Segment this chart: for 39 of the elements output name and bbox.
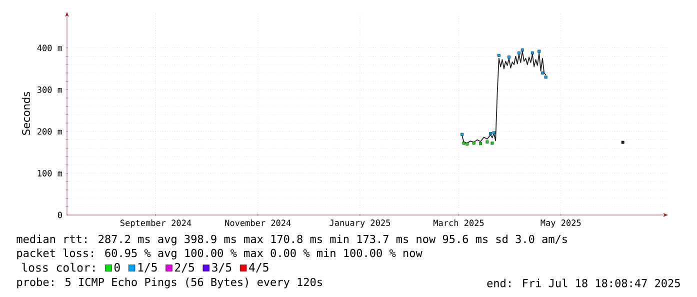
y-tick-label: 200 m: [38, 128, 62, 135]
point: [490, 142, 494, 145]
legend-label: 1/5: [138, 263, 157, 273]
legend-label: 2/5: [175, 262, 194, 273]
y-tick-label: 0: [58, 212, 62, 218]
point: [520, 48, 524, 52]
point: [621, 140, 624, 144]
point: [479, 142, 482, 146]
legend-title: loss color:: [22, 262, 95, 272]
point: [544, 76, 548, 79]
point: [462, 142, 466, 145]
point: [508, 56, 510, 59]
y-tick-label: 100 m: [38, 170, 62, 176]
legend-label: 0: [114, 262, 120, 272]
point: [486, 140, 489, 144]
text: end: Fri Jul 18 18:08:47 2025: [487, 278, 680, 288]
y-axis-title: Seconds: [22, 92, 30, 135]
point: [492, 131, 496, 134]
point: [466, 142, 469, 146]
text: median rtt: 287.2 ms avg 398.9 ms max 170.8 ms min 173.7 ms now 95.6 ms sd 3.0 am/s: [16, 234, 567, 246]
x-tick-label: November 2024: [225, 220, 291, 226]
x-tick-label: January 2025: [330, 220, 390, 228]
legend-label: 4/5: [249, 263, 268, 273]
point: [472, 142, 476, 145]
point: [530, 51, 534, 54]
x-tick-label: May 2025: [540, 220, 581, 228]
x-tick-label: September 2024: [120, 220, 192, 228]
point: [538, 50, 541, 53]
text: packet loss: 60.95 % avg 100.00 % max 0.00 % min 100.00 % now: [17, 248, 422, 260]
point: [497, 54, 500, 57]
point: [541, 72, 544, 74]
legend-label: 3/5: [212, 262, 232, 273]
y-tick-label: 400 m: [37, 44, 62, 52]
x-tick-label: March 2025: [434, 220, 484, 226]
point: [518, 51, 520, 54]
point: [460, 132, 464, 136]
text: probe: 5 ICMP Echo Pings (56 Bytes) every 120s: [17, 278, 322, 288]
y-tick-label: 300 m: [37, 86, 62, 93]
point: [489, 132, 492, 135]
